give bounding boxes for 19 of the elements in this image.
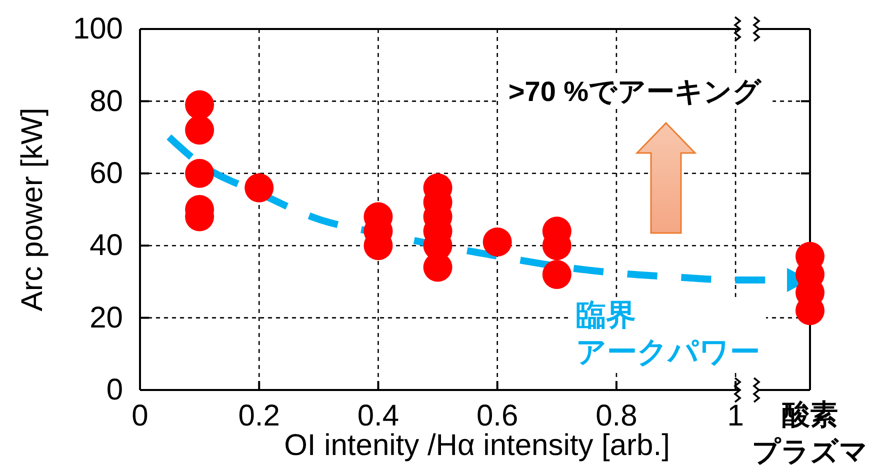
annotation: 臨界アークパワー bbox=[576, 299, 760, 369]
y-tick-label: 0 bbox=[106, 374, 123, 407]
x-tick-label: 0.2 bbox=[238, 399, 280, 432]
y-tick-label: 80 bbox=[90, 84, 123, 118]
y-axis-title: Arc power [kW] bbox=[16, 108, 49, 312]
point bbox=[542, 260, 572, 289]
point bbox=[185, 116, 214, 145]
point bbox=[185, 90, 214, 120]
point bbox=[185, 158, 214, 188]
y-tick-label: 40 bbox=[90, 229, 123, 262]
point bbox=[244, 173, 274, 202]
y-tick-label: 20 bbox=[90, 301, 123, 334]
x-tick-label: 0 bbox=[132, 399, 148, 432]
x-tick-label: 酸素プラズマ bbox=[752, 398, 868, 467]
y-tick-label: 100 bbox=[72, 12, 123, 46]
y-tick-label: 60 bbox=[90, 157, 123, 190]
point bbox=[482, 228, 512, 256]
x-tick-label: 1 bbox=[727, 399, 744, 432]
annotation: >70 %でアーキング bbox=[508, 76, 763, 107]
